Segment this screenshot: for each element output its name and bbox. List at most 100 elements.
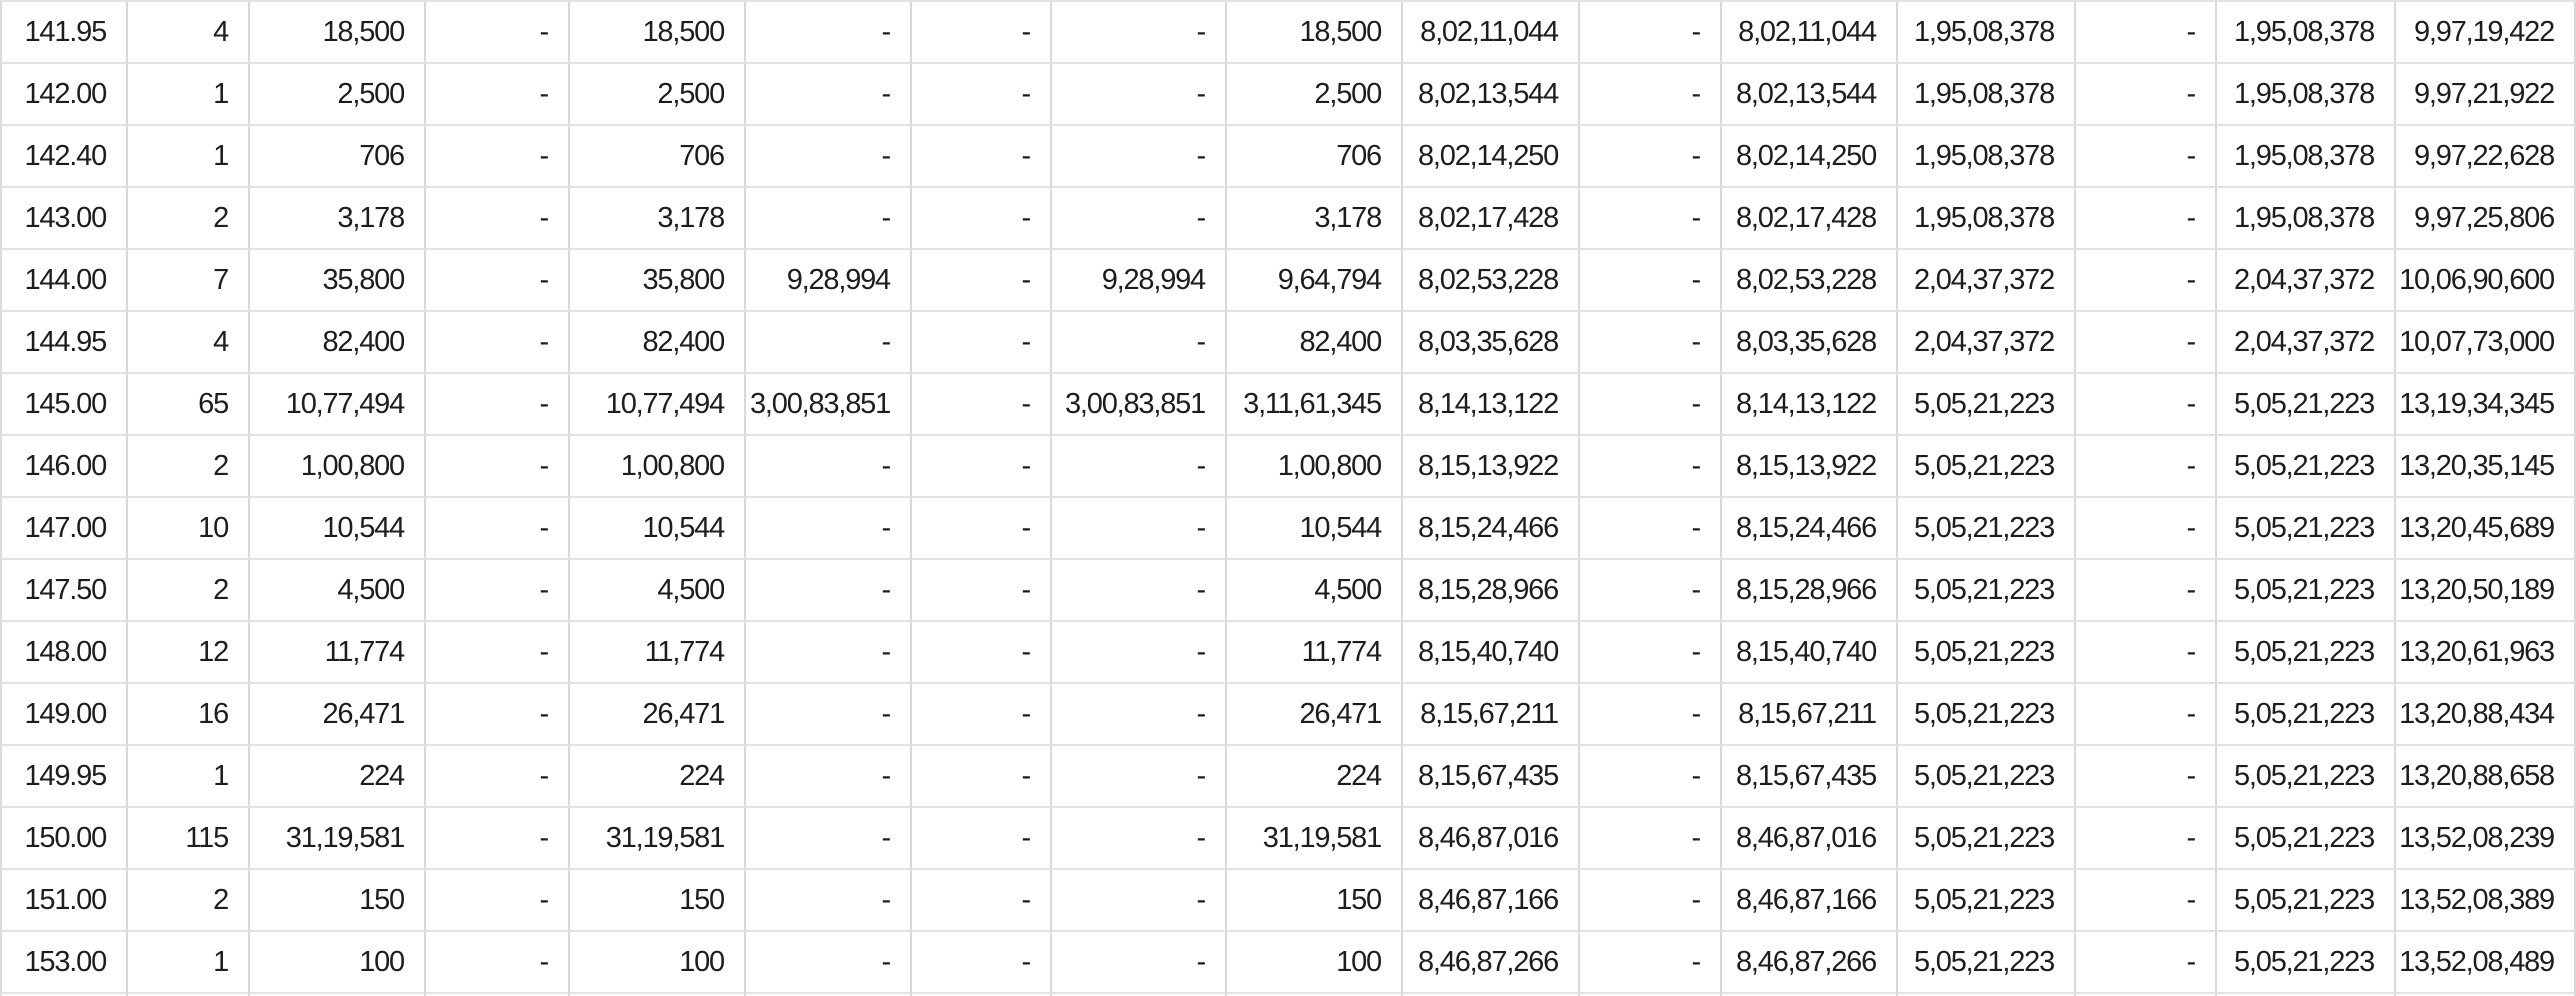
value-cell: -	[1052, 560, 1227, 622]
value-cell: -	[1580, 436, 1722, 498]
value-cell: -	[912, 188, 1052, 250]
table-row: 141.95 4 18,500-18,500- - -18,500 8,02,11,044…	[2, 2, 2576, 64]
value-cell: 13,52,08,239	[2396, 808, 2576, 870]
value-cell: 65	[128, 374, 250, 436]
value-cell: 706	[570, 126, 746, 188]
value-cell: 5,05,21,223	[1898, 684, 2076, 746]
value-cell: -	[426, 560, 570, 622]
value-cell: -	[746, 684, 912, 746]
value-cell: 8,46,87,016	[1722, 808, 1898, 870]
empty-cell	[570, 994, 746, 996]
value-cell: 11,774	[1227, 622, 1403, 684]
value-cell: -	[1580, 622, 1722, 684]
value-cell: -	[1580, 374, 1722, 436]
value-cell: 2,04,37,372	[2217, 250, 2396, 312]
table-row: 151.00 2 150-150- - -150 8,46,87,166-8,46,87,…	[2, 870, 2576, 932]
price-cell: 146.00	[2, 436, 128, 498]
value-cell: 3,178	[250, 188, 426, 250]
empty-cell	[2217, 994, 2396, 996]
value-cell: 2	[128, 436, 250, 498]
value-cell: -	[1580, 64, 1722, 126]
value-cell: 5,05,21,223	[2217, 374, 2396, 436]
value-cell: -	[912, 2, 1052, 64]
value-cell: 3,178	[570, 188, 746, 250]
value-cell: 9,64,794	[1227, 250, 1403, 312]
price-cell: 145.00	[2, 374, 128, 436]
value-cell: 12	[128, 622, 250, 684]
value-cell: 2	[128, 560, 250, 622]
value-cell: 5,05,21,223	[1898, 374, 2076, 436]
value-cell: 13,20,45,689	[2396, 498, 2576, 560]
value-cell: 8,15,28,966	[1722, 560, 1898, 622]
price-cell: 153.00	[2, 932, 128, 994]
value-cell: 8,15,13,922	[1403, 436, 1580, 498]
price-cell: 141.95	[2, 2, 128, 64]
value-cell: 1	[128, 126, 250, 188]
value-cell: -	[2076, 126, 2217, 188]
value-cell: -	[912, 560, 1052, 622]
value-cell: 1,95,08,378	[2217, 188, 2396, 250]
value-cell: 8,15,40,740	[1722, 622, 1898, 684]
empty-cell	[1722, 994, 1898, 996]
value-cell: 8,02,53,228	[1403, 250, 1580, 312]
value-cell: 35,800	[570, 250, 746, 312]
value-cell: 82,400	[570, 312, 746, 374]
value-cell: 82,400	[1227, 312, 1403, 374]
price-cell: 148.00	[2, 622, 128, 684]
value-cell: 3,178	[1227, 188, 1403, 250]
value-cell: -	[912, 312, 1052, 374]
value-cell: 8,02,13,544	[1722, 64, 1898, 126]
value-cell: 2,500	[570, 64, 746, 126]
value-cell: 18,500	[250, 2, 426, 64]
value-cell: -	[426, 188, 570, 250]
value-cell: 1	[128, 932, 250, 994]
value-cell: -	[746, 622, 912, 684]
value-cell: 31,19,581	[570, 808, 746, 870]
value-cell: -	[426, 374, 570, 436]
value-cell: -	[912, 870, 1052, 932]
value-cell: 8,15,40,740	[1403, 622, 1580, 684]
value-cell: -	[746, 64, 912, 126]
value-cell: -	[1580, 932, 1722, 994]
value-cell: 8,14,13,122	[1403, 374, 1580, 436]
value-cell: 8,02,13,544	[1403, 64, 1580, 126]
value-cell: 10,06,90,600	[2396, 250, 2576, 312]
value-cell: 8,14,13,122	[1722, 374, 1898, 436]
value-cell: 13,19,34,345	[2396, 374, 2576, 436]
value-cell: -	[912, 808, 1052, 870]
value-cell: -	[912, 684, 1052, 746]
value-cell: -	[2076, 250, 2217, 312]
price-cell: 151.00	[2, 870, 128, 932]
empty-cell	[426, 994, 570, 996]
value-cell: 1,95,08,378	[2217, 2, 2396, 64]
value-cell: 8,46,87,166	[1722, 870, 1898, 932]
value-cell: 26,471	[570, 684, 746, 746]
value-cell: 224	[250, 746, 426, 808]
value-cell: -	[426, 870, 570, 932]
value-cell: 8,15,67,435	[1722, 746, 1898, 808]
value-cell: 13,20,88,434	[2396, 684, 2576, 746]
table-row: 145.00 65 10,77,494-10,77,494 3,00,83,851-3…	[2, 374, 2576, 436]
value-cell: 10,544	[250, 498, 426, 560]
value-cell: 13,20,88,658	[2396, 746, 2576, 808]
value-cell: -	[1580, 746, 1722, 808]
table-row: 149.95 1 224-224- - -224 8,15,67,435-8,15,67,…	[2, 746, 2576, 808]
value-cell: -	[1580, 560, 1722, 622]
empty-cell	[746, 994, 912, 996]
value-cell: -	[912, 64, 1052, 126]
price-cell: 147.50	[2, 560, 128, 622]
value-cell: -	[2076, 64, 2217, 126]
value-cell: 9,28,994	[1052, 250, 1227, 312]
value-cell: -	[912, 932, 1052, 994]
value-cell: -	[746, 870, 912, 932]
value-cell: -	[1580, 498, 1722, 560]
value-cell: -	[2076, 870, 2217, 932]
value-cell: 5,05,21,223	[2217, 746, 2396, 808]
value-cell: -	[912, 126, 1052, 188]
empty-cell	[2, 994, 128, 996]
value-cell: 10,544	[570, 498, 746, 560]
value-cell: 1	[128, 746, 250, 808]
value-cell: 1,95,08,378	[1898, 2, 2076, 64]
empty-cell	[1403, 994, 1580, 996]
